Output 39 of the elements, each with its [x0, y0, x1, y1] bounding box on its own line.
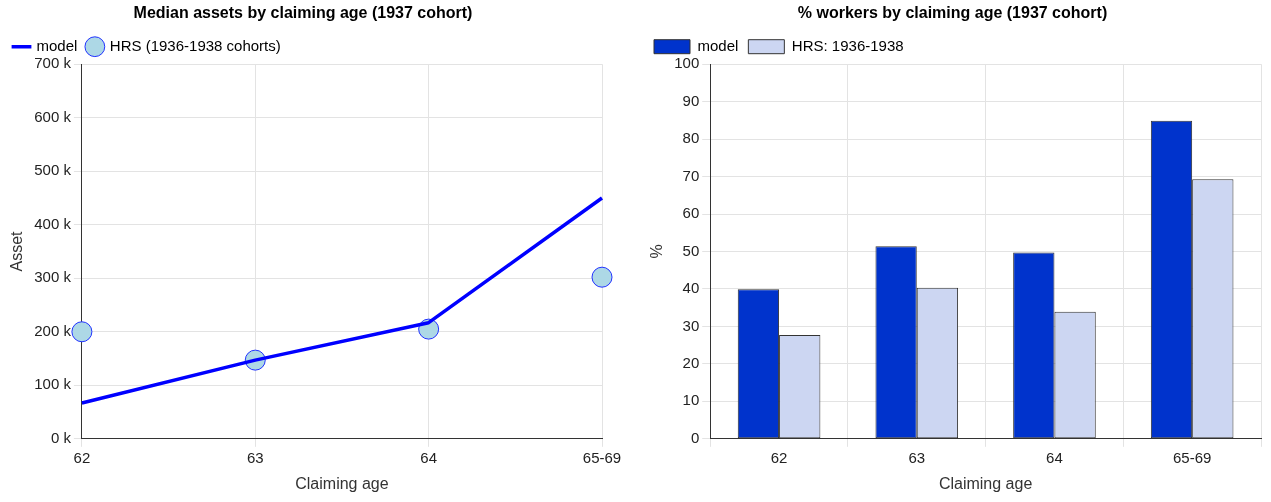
x-tick-label: 63: [246, 448, 264, 466]
point: [71, 321, 93, 343]
y-tick-label: 100 k: [34, 375, 72, 393]
chart-title: Median assets by claiming age (1937 cohort): [133, 4, 473, 22]
point: [591, 266, 613, 288]
y-tick-label: 700 k: [34, 54, 72, 72]
legend-label: model: [36, 36, 78, 54]
x-tick-label: 65-69: [1172, 448, 1212, 466]
y-tick-label: 100: [674, 54, 700, 72]
y-axis-title: %: [648, 244, 666, 259]
y-axis-title: Asset: [8, 230, 26, 272]
x-axis-title: Claiming age: [938, 474, 1033, 492]
x-axis-title: Claiming age: [295, 474, 389, 492]
y-tick-label: 50: [682, 241, 700, 259]
y-tick-label: 40: [682, 279, 700, 297]
y-tick-label: 200 k: [34, 321, 72, 339]
y-tick-label: 90: [682, 91, 700, 109]
x-tick-label: 64: [1046, 448, 1063, 466]
y-tick-label: 300 k: [34, 268, 72, 286]
y-tick-label: 80: [682, 129, 700, 147]
y-tick-label: 0: [690, 428, 700, 446]
x-tick-label: 62: [770, 448, 788, 466]
y-tick-label: 60: [682, 204, 700, 222]
y-tick-label: 10: [682, 391, 700, 409]
y-tick-label: 30: [682, 316, 700, 334]
y-tick-label: 400 k: [34, 214, 72, 232]
x-tick-label: 65-69: [582, 448, 622, 466]
legend-label: HRS (1936-1938 cohorts): [109, 36, 281, 54]
y-tick-label: 500 k: [34, 161, 72, 179]
chart-title: % workers by claiming age (1937 cohort): [797, 4, 1108, 22]
y-tick-label: 0 k: [50, 428, 72, 446]
x-tick-label: 64: [420, 448, 437, 466]
x-tick-label: 63: [908, 448, 926, 466]
y-tick-label: 20: [682, 354, 700, 372]
x-tick-label: 62: [73, 448, 91, 466]
legend-label: model: [697, 36, 739, 54]
y-tick-label: 600 k: [34, 107, 72, 125]
legend-label: HRS: 1936-1938: [791, 36, 904, 54]
y-tick-label: 70: [682, 166, 700, 184]
